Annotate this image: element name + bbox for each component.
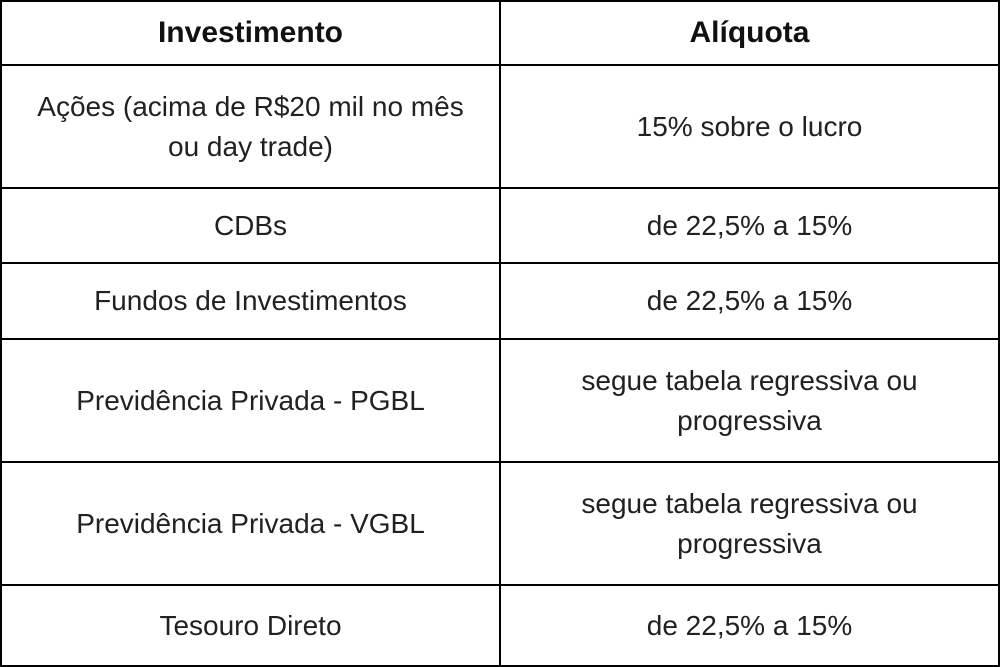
table-row-fundos-aliquota: de 22,5% a 15% [501, 264, 998, 338]
column-header-aliquota: Alíquota [501, 2, 998, 64]
table-row-cdbs-aliquota: de 22,5% a 15% [501, 189, 998, 262]
table-row-tesouro-aliquota: de 22,5% a 15% [501, 586, 998, 665]
table-row-vgbl-aliquota: segue tabela regressiva ou progressiva [501, 463, 998, 584]
column-header-investimento: Investimento [2, 2, 499, 64]
table-row-tesouro-investimento: Tesouro Direto [2, 586, 499, 665]
table-row-fundos-investimento: Fundos de Investimentos [2, 264, 499, 338]
table-row-pgbl-investimento: Previdência Privada - PGBL [2, 340, 499, 461]
table-row-vgbl-investimento: Previdência Privada - VGBL [2, 463, 499, 584]
table-row-acoes-aliquota: 15% sobre o lucro [501, 66, 998, 187]
table-row-cdbs-investimento: CDBs [2, 189, 499, 262]
table-row-acoes-investimento: Ações (acima de R$20 mil no mês ou day t… [2, 66, 499, 187]
table-row-pgbl-aliquota: segue tabela regressiva ou progressiva [501, 340, 998, 461]
